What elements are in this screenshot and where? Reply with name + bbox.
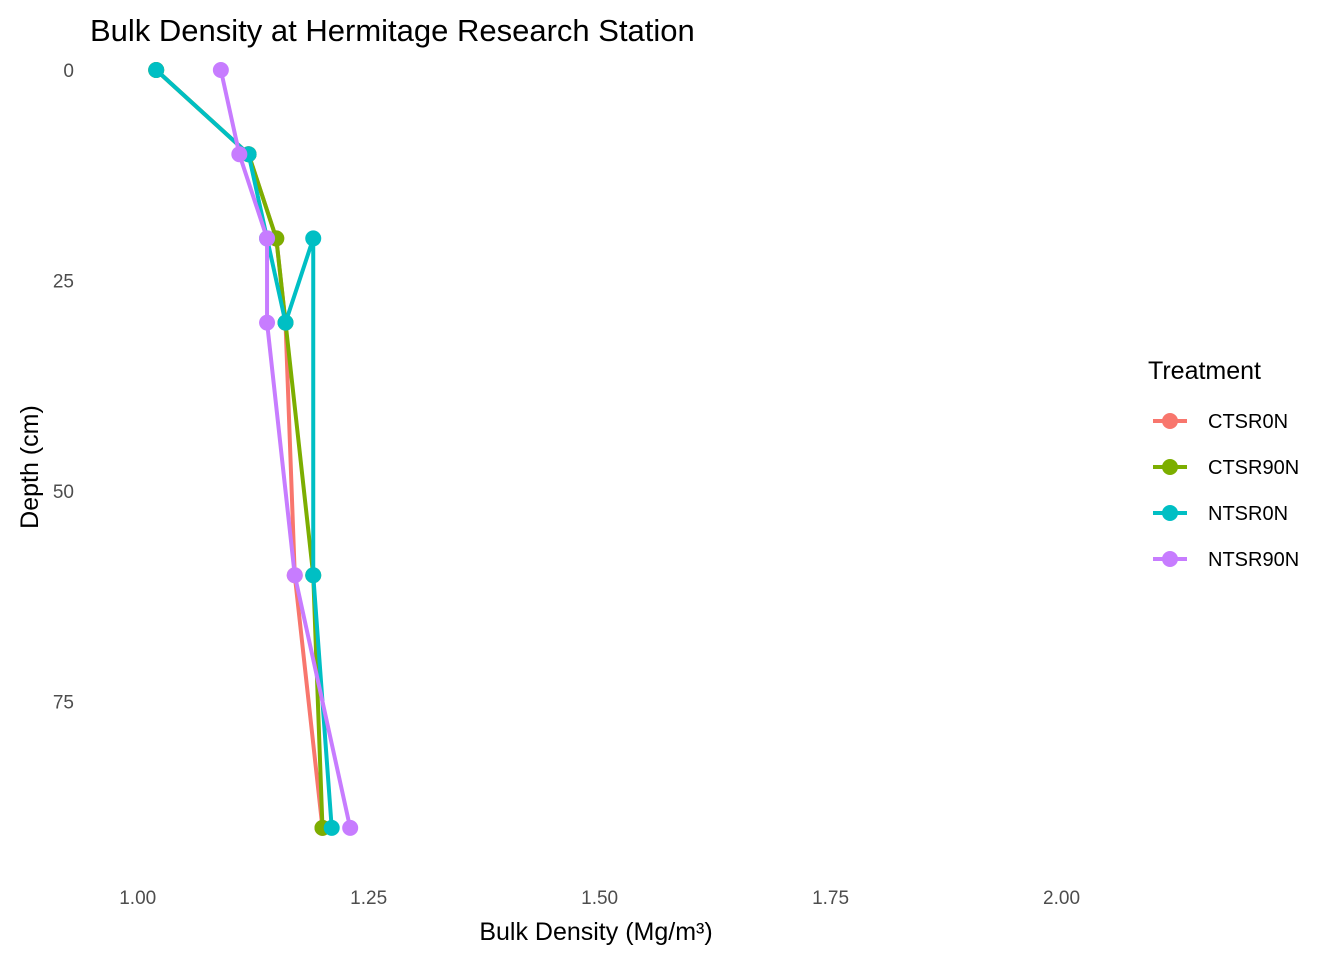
legend-label: CTSR0N — [1208, 411, 1288, 433]
data-point — [212, 62, 229, 78]
x-tick-label: 1.25 — [350, 888, 387, 909]
legend-label: NTSR0N — [1208, 503, 1288, 525]
legend: Treatment CTSR0N CTSR90N NTSR0N NTSR90N — [1148, 357, 1299, 571]
chart-title: Bulk Density at Hermitage Research Stati… — [90, 13, 695, 48]
series-ntsr90n — [212, 62, 359, 836]
x-tick-label: 1.00 — [119, 888, 156, 909]
data-point — [286, 567, 303, 584]
legend-item: NTSR90N — [1153, 549, 1299, 571]
y-axis-ticks: 0 25 50 75 — [53, 61, 74, 714]
x-axis-title: Bulk Density (Mg/m³) — [479, 918, 712, 946]
data-point — [259, 230, 276, 247]
data-point — [305, 230, 322, 247]
data-point — [277, 314, 294, 331]
y-tick-label: 0 — [63, 61, 74, 82]
data-point — [148, 62, 165, 78]
legend-item: CTSR0N — [1153, 411, 1288, 433]
x-axis-ticks: 1.00 1.25 1.50 1.75 2.00 — [119, 888, 1080, 909]
legend-key-point — [1162, 551, 1178, 567]
x-tick-label: 1.50 — [581, 888, 618, 909]
legend-key-point — [1162, 459, 1178, 475]
data-point — [323, 819, 340, 836]
y-tick-label: 25 — [53, 272, 74, 293]
data-point — [259, 314, 276, 331]
data-point — [305, 567, 322, 584]
x-tick-label: 2.00 — [1043, 888, 1080, 909]
legend-title: Treatment — [1148, 357, 1261, 385]
legend-label: NTSR90N — [1208, 549, 1299, 571]
series-line — [218, 68, 353, 830]
y-axis-title: Depth (cm) — [16, 405, 44, 529]
legend-item: NTSR0N — [1153, 503, 1288, 525]
x-tick-label: 1.75 — [812, 888, 849, 909]
data-point — [231, 146, 248, 163]
legend-label: CTSR90N — [1208, 457, 1299, 479]
plot-area — [148, 62, 359, 836]
y-tick-label: 75 — [53, 693, 74, 714]
legend-items: CTSR0N CTSR90N NTSR0N NTSR90N — [1153, 411, 1299, 571]
y-tick-label: 50 — [53, 482, 74, 503]
legend-key-point — [1162, 413, 1178, 429]
data-point — [342, 819, 359, 836]
legend-key-point — [1162, 505, 1178, 521]
legend-item: CTSR90N — [1153, 457, 1299, 479]
